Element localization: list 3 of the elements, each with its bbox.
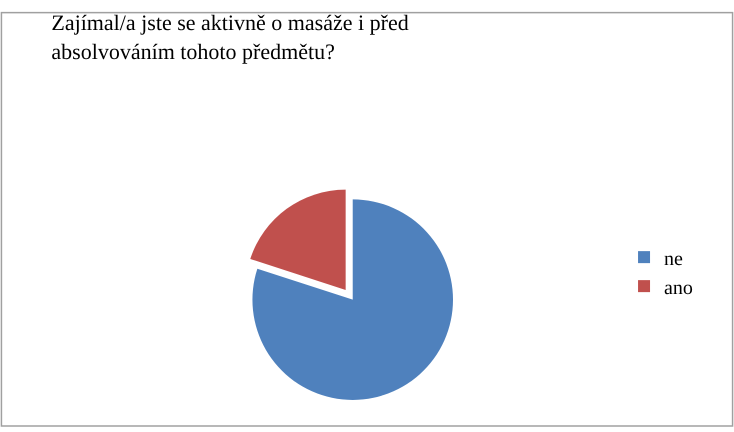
legend-label: ano — [664, 276, 693, 299]
legend-label: ne — [664, 248, 684, 270]
chart-title: Zajímal/a jste se aktivně o masáže i před absolvováním tohoto předmětu? — [51, 10, 409, 64]
